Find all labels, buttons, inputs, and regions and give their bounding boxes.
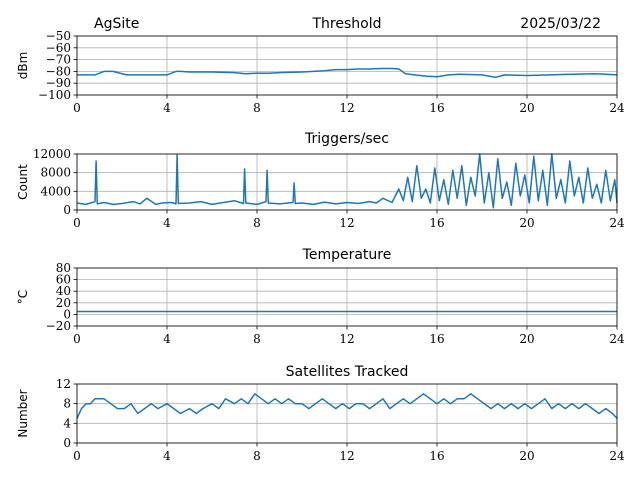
- y-tick-label: −20: [46, 319, 71, 333]
- satellites-series-line: [76, 393, 618, 419]
- x-tick-label: 12: [339, 332, 354, 346]
- x-tick-label: 20: [519, 449, 534, 463]
- x-tick-label: 16: [429, 332, 444, 346]
- y-tick-label: −60: [46, 41, 71, 55]
- x-tick-label: 24: [609, 101, 625, 115]
- y-tick-label: 0: [63, 436, 71, 450]
- temperature-ylabel: °C: [16, 290, 30, 304]
- x-tick-label: 4: [163, 101, 171, 115]
- x-tick-label: 0: [73, 101, 81, 115]
- y-tick-label: 0: [63, 307, 71, 321]
- x-tick-label: 16: [429, 449, 444, 463]
- x-tick-label: 4: [163, 216, 171, 230]
- y-tick-label: 4: [63, 416, 71, 430]
- threshold-axes-frame: [76, 35, 618, 96]
- temperature-title: Temperature: [302, 247, 392, 263]
- x-tick-label: 8: [253, 449, 261, 463]
- x-tick-label: 24: [609, 332, 625, 346]
- threshold-ylabel: dBm: [16, 52, 30, 80]
- triggers-series-line: [76, 153, 618, 209]
- y-tick-label: −80: [46, 64, 71, 78]
- x-tick-label: 20: [519, 332, 534, 346]
- date-label: 2025/03/22: [520, 16, 601, 32]
- y-tick-label: 0: [63, 203, 71, 217]
- x-tick-label: 16: [429, 101, 444, 115]
- x-tick-label: 12: [339, 216, 354, 230]
- triggers-title: Triggers/sec: [304, 131, 389, 147]
- y-tick-label: −90: [46, 76, 71, 90]
- triggers-ylabel: Count: [16, 164, 30, 200]
- temperature-axes-frame: [76, 267, 618, 327]
- y-tick-label: −100: [38, 88, 71, 102]
- chart-panels: 0 4 8 12 16 20 24 −100−90−80−70−60−50 Threshold d…: [16, 16, 625, 463]
- y-tick-label: 12000: [33, 147, 71, 161]
- x-tick-label: 20: [519, 216, 534, 230]
- threshold-series-line: [77, 67, 618, 79]
- y-tick-label: −50: [46, 29, 71, 43]
- y-tick-label: 4000: [40, 184, 71, 198]
- y-tick-label: 8: [63, 397, 71, 411]
- y-tick-label: 40: [56, 284, 71, 298]
- x-tick-label: 12: [339, 449, 354, 463]
- y-tick-label: 12: [56, 377, 71, 391]
- y-tick-label: 8000: [40, 166, 71, 180]
- x-tick-label: 16: [429, 216, 444, 230]
- y-tick-label: 60: [56, 273, 71, 287]
- satellites-title: Satellites Tracked: [286, 364, 409, 380]
- x-tick-label: 0: [73, 216, 81, 230]
- x-tick-label: 24: [609, 449, 625, 463]
- x-tick-label: 8: [253, 216, 261, 230]
- threshold-chart: 0 4 8 12 16 20 24 −100−90−80−70−60−50 Threshold d…: [16, 16, 625, 115]
- x-tick-label: 0: [73, 449, 81, 463]
- x-tick-label: 4: [163, 449, 171, 463]
- satellites-ylabel: Number: [16, 389, 30, 437]
- threshold-title: Threshold: [312, 16, 382, 32]
- y-tick-label: −70: [46, 53, 71, 67]
- triggers-axes-frame: [76, 153, 618, 211]
- x-tick-label: 8: [253, 332, 261, 346]
- x-tick-label: 12: [339, 101, 354, 115]
- satellites-axes-frame: [76, 383, 618, 444]
- x-tick-label: 24: [609, 216, 625, 230]
- triggers-chart: 0 4 8 12 16 20 24 0 4000 8000 12000 Triggers/sec Cou…: [16, 131, 625, 230]
- satellites-chart: 0 4 8 12 16 20 24 0 4 8 12 Satellites Tracked Number: [16, 364, 625, 463]
- x-tick-label: 4: [163, 332, 171, 346]
- x-tick-label: 8: [253, 101, 261, 115]
- y-tick-label: 80: [56, 261, 71, 275]
- x-tick-label: 20: [519, 101, 534, 115]
- site-label: AgSite: [94, 16, 139, 32]
- x-tick-label: 0: [73, 332, 81, 346]
- y-tick-label: 20: [56, 296, 71, 310]
